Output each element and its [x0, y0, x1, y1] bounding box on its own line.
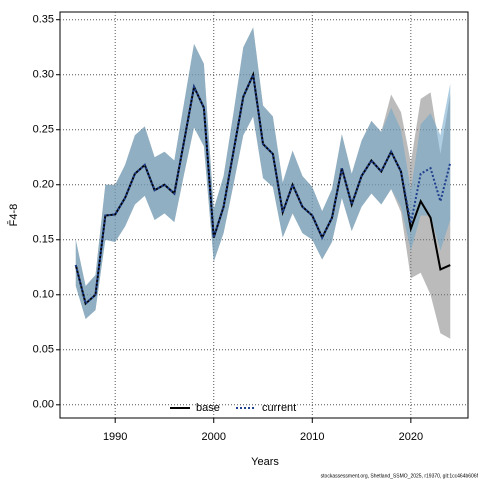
y-tick-label: 0.25: [33, 124, 54, 136]
x-tick-label: 2020: [399, 431, 423, 443]
x-tick-label: 2000: [201, 431, 225, 443]
x-tick-label: 1990: [103, 431, 127, 443]
series-line: [74, 71, 452, 306]
y-tick-label: 0.00: [33, 399, 54, 411]
y-tick-label: 0.30: [33, 69, 54, 81]
x-axis-label: Years: [251, 456, 279, 468]
y-tick-label: 0.35: [33, 14, 54, 26]
x-tick-label: 2010: [300, 431, 324, 443]
y-tick-label: 0.20: [33, 179, 54, 191]
legend-label: base: [196, 402, 220, 414]
footnote: stockassessment.org, Shetland_SSMO_2025,…: [321, 473, 479, 479]
y-tick-label: 0.10: [33, 289, 54, 301]
y-tick-label: 0.05: [33, 344, 54, 356]
plot-frame: [59, 11, 469, 419]
y-tick-label: 0.15: [33, 234, 54, 246]
confidence-band: [75, 27, 451, 319]
legend-label: current: [262, 402, 296, 414]
y-axis-label: F̄4-8: [7, 204, 20, 227]
